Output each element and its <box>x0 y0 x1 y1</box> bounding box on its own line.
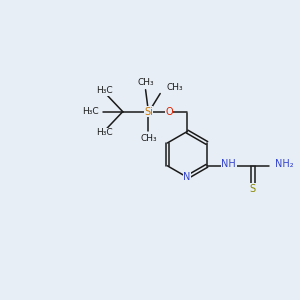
Text: CH₃: CH₃ <box>140 134 157 143</box>
Text: NH₂: NH₂ <box>275 159 294 169</box>
Text: O: O <box>165 107 173 117</box>
Text: CH₃: CH₃ <box>166 82 183 91</box>
Text: H₃C: H₃C <box>96 128 113 137</box>
Text: NH: NH <box>221 159 236 169</box>
Text: S: S <box>250 184 256 194</box>
Text: CH₃: CH₃ <box>137 78 154 87</box>
Text: H₃C: H₃C <box>82 107 99 116</box>
Text: Si: Si <box>144 107 153 117</box>
Text: H₃C: H₃C <box>96 86 113 95</box>
Text: N: N <box>183 172 191 182</box>
